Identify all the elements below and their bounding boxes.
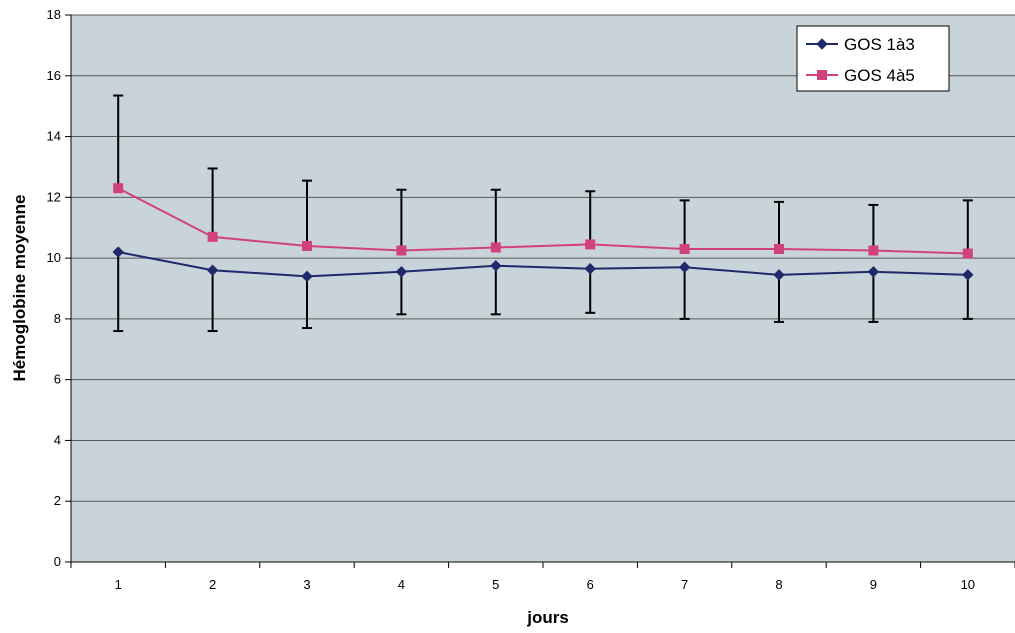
axes [65, 14, 1015, 568]
y-tick-label: 16 [47, 68, 61, 83]
data-point [962, 269, 974, 281]
data-point [585, 239, 596, 250]
x-axis-title: jours [526, 608, 569, 627]
x-tick-label: 4 [398, 577, 405, 592]
data-point [395, 266, 408, 278]
data-point [773, 269, 785, 281]
y-tick-labels: 0 2 4 6 8 10 12 14 16 18 [47, 7, 61, 569]
data-point [301, 270, 313, 283]
data-point [206, 264, 219, 276]
legend-marker [816, 38, 828, 50]
y-tick-label: 4 [54, 432, 61, 447]
legend-label: GOS 4à5 [844, 66, 915, 85]
data-point [679, 243, 690, 254]
data-point [867, 266, 880, 278]
x-tick-label: 8 [775, 577, 782, 592]
data-point [584, 263, 596, 275]
x-tick-label: 10 [961, 577, 975, 592]
x-tick-label: 9 [870, 577, 877, 592]
x-tick-labels: 1 2 3 4 5 6 7 8 9 10 [115, 577, 975, 592]
error-bars [113, 94, 973, 333]
legend-box [796, 25, 950, 92]
series-line [117, 187, 968, 255]
x-tick-label: 1 [115, 577, 122, 592]
y-tick-label: 12 [47, 189, 61, 204]
data-point [490, 260, 502, 272]
series [112, 183, 974, 283]
y-axis-title: Hémoglobine moyenne [10, 194, 29, 381]
x-tick-label: 7 [681, 577, 688, 592]
legend-marker [817, 70, 827, 80]
y-tick-label: 8 [54, 311, 61, 326]
data-point [868, 245, 879, 256]
data-point [962, 248, 973, 259]
x-tick-label: 3 [303, 577, 310, 592]
y-tick-label: 2 [54, 493, 61, 508]
legend: GOS 1à3 GOS 4à5 [796, 25, 950, 92]
data-point [112, 246, 124, 258]
plot-area [71, 15, 1015, 562]
x-tick-label: 5 [492, 577, 499, 592]
x-tick-label: 2 [209, 577, 216, 592]
data-point [490, 242, 501, 253]
y-tick-label: 14 [47, 129, 61, 144]
legend-label: GOS 1à3 [844, 35, 915, 54]
gridlines [71, 14, 1015, 502]
data-point [774, 243, 784, 254]
data-point [678, 261, 691, 273]
data-point [396, 245, 407, 256]
data-point [207, 231, 218, 242]
data-point [113, 183, 124, 194]
data-point [302, 240, 312, 251]
y-tick-label: 0 [54, 554, 61, 569]
y-tick-label: 6 [54, 372, 61, 387]
y-tick-label: 18 [47, 7, 61, 22]
x-tick-label: 6 [587, 577, 594, 592]
series-line [118, 251, 968, 278]
y-tick-label: 10 [47, 250, 61, 265]
